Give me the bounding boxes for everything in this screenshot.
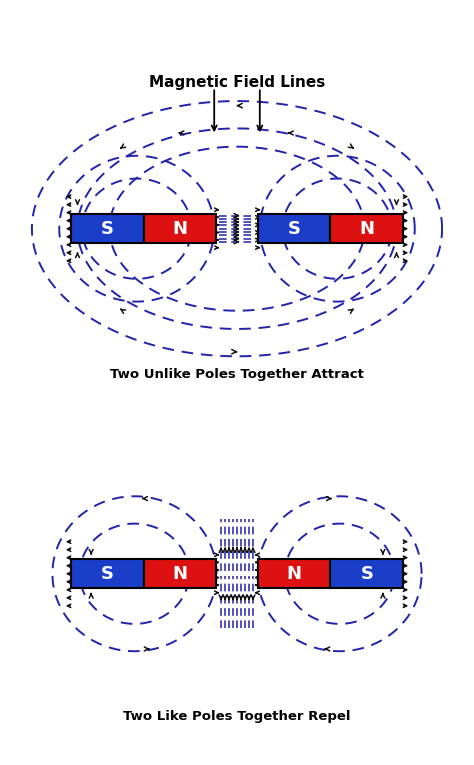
Text: S: S: [287, 220, 301, 238]
Text: S: S: [100, 220, 114, 238]
Bar: [144, 214, 217, 243]
Text: Two Unlike Poles Together Attract: Two Unlike Poles Together Attract: [110, 368, 364, 381]
Text: Magnetic Field Lines: Magnetic Field Lines: [149, 75, 325, 90]
Text: N: N: [173, 220, 188, 238]
Bar: [71, 214, 144, 243]
Bar: [257, 559, 330, 588]
Text: N: N: [173, 565, 188, 583]
Text: Two Like Poles Together Repel: Two Like Poles Together Repel: [123, 711, 351, 724]
Text: N: N: [359, 220, 374, 238]
Text: dreamstime.com: dreamstime.com: [9, 751, 95, 760]
Text: S: S: [100, 565, 114, 583]
Bar: [330, 214, 403, 243]
Bar: [144, 559, 217, 588]
Bar: [71, 559, 144, 588]
Bar: [330, 559, 403, 588]
Text: ID 240597507 © Udaix4: ID 240597507 © Udaix4: [355, 751, 465, 760]
Text: N: N: [286, 565, 301, 583]
Text: S: S: [360, 565, 374, 583]
Bar: [257, 214, 330, 243]
